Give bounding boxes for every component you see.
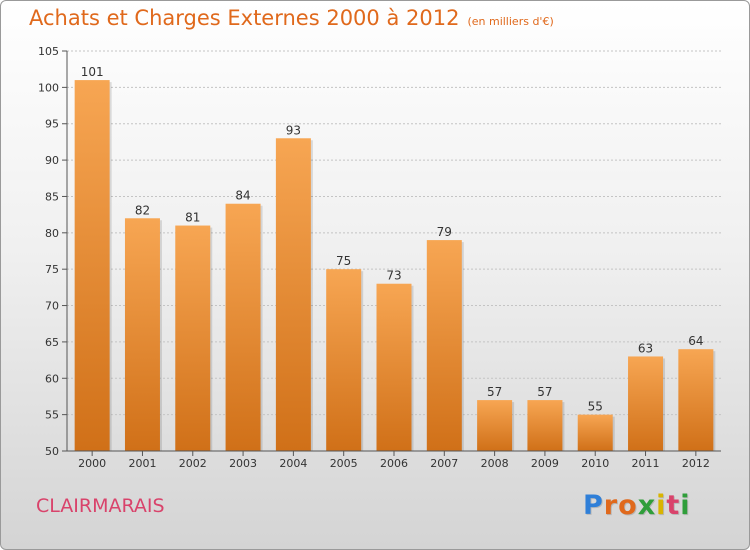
y-tick-label-10: 100 [38, 81, 59, 94]
data-labels: 101 82 81 84 93 75 73 79 57 57 55 63 64 [81, 65, 704, 414]
y-tick-label-1: 55 [45, 409, 59, 422]
axes [66, 51, 721, 452]
y-tick-label-9: 95 [45, 118, 59, 131]
logo-letter-1: r [603, 490, 619, 521]
y-tick-label-6: 80 [45, 227, 59, 240]
bar-2003 [225, 203, 261, 451]
logo-letter-2: o [618, 490, 638, 521]
data-label-2003: 84 [235, 189, 250, 203]
bar-2000 [74, 80, 110, 451]
data-label-2009: 57 [537, 385, 552, 399]
bar-2008 [477, 400, 513, 451]
y-tick-label-0: 50 [45, 445, 59, 458]
data-label-2012: 64 [688, 334, 703, 348]
y-tick-label-8: 90 [45, 154, 59, 167]
y-axis-ticks: 50 55 60 65 70 75 80 85 90 95 100 105 [38, 45, 67, 458]
x-tick-label-2006: 2006 [380, 457, 408, 470]
bar-2007 [426, 240, 462, 451]
data-label-2005: 75 [336, 254, 351, 268]
town-name: CLAIRMARAIS [36, 495, 165, 517]
data-label-2006: 73 [386, 269, 401, 283]
x-tick-label-2005: 2005 [330, 457, 358, 470]
x-tick-label-2001: 2001 [128, 457, 156, 470]
bar-2006 [376, 283, 412, 451]
proxiti-logo[interactable]: Proxiti [583, 490, 691, 521]
data-label-2000: 101 [81, 65, 104, 79]
x-tick-label-2012: 2012 [682, 457, 710, 470]
x-tick-label-2003: 2003 [229, 457, 257, 470]
data-label-2001: 82 [135, 203, 150, 217]
x-tick-label-2007: 2007 [430, 457, 458, 470]
logo-letter-6: i [680, 490, 691, 521]
bar-2012 [678, 349, 714, 451]
bars [74, 80, 716, 452]
bar-2002 [175, 225, 211, 451]
y-tick-label-3: 65 [45, 336, 59, 349]
chart-title: Achats et Charges Externes 2000 à 2012 [29, 6, 460, 30]
x-tick-label-2004: 2004 [279, 457, 307, 470]
bar-2001 [124, 218, 160, 451]
y-tick-label-4: 70 [45, 300, 59, 313]
chart-unit: (en milliers d'€) [467, 15, 554, 28]
bar-2009 [527, 400, 563, 451]
x-tick-label-2002: 2002 [179, 457, 207, 470]
bar-2010 [577, 414, 613, 451]
x-tick-label-2009: 2009 [531, 457, 559, 470]
x-tick-label-2008: 2008 [481, 457, 509, 470]
data-label-2002: 81 [185, 211, 200, 225]
x-tick-label-2011: 2011 [632, 457, 660, 470]
y-tick-label-11: 105 [38, 45, 59, 58]
y-tick-label-7: 85 [45, 190, 59, 203]
data-label-2008: 57 [487, 385, 502, 399]
data-label-2004: 93 [286, 123, 301, 137]
x-tick-label-2010: 2010 [581, 457, 609, 470]
data-label-2007: 79 [437, 225, 452, 239]
logo-letter-5: t [666, 490, 681, 521]
data-label-2011: 63 [638, 341, 653, 355]
x-tick-label-2000: 2000 [78, 457, 106, 470]
data-label-2010: 55 [588, 400, 603, 414]
bar-2005 [326, 269, 362, 451]
chart-title-block: Achats et Charges Externes 2000 à 2012 (e… [29, 6, 554, 30]
x-axis-ticks: 2000 2001 2002 2003 2004 2005 2006 2007 2008 2009… [78, 451, 710, 470]
bar-2004 [275, 138, 311, 452]
logo-letter-3: x [637, 490, 657, 521]
logo-letter-0: P [583, 490, 604, 521]
y-tick-label-2: 60 [45, 372, 59, 385]
bar-2011 [628, 356, 664, 451]
logo-letter-4: i [656, 490, 667, 521]
y-tick-label-5: 75 [45, 263, 59, 276]
